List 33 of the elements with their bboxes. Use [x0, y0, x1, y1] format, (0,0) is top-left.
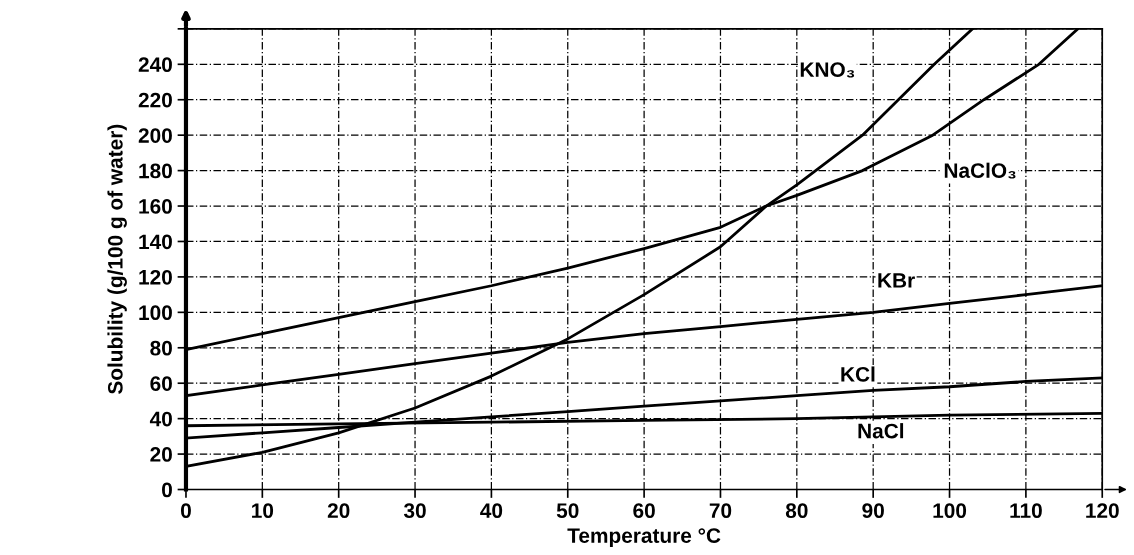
- series-label: KCl: [841, 366, 875, 382]
- y-tick-label: 200: [138, 128, 172, 143]
- y-tick-label: 80: [150, 340, 172, 356]
- y-tick-label: 20: [150, 447, 172, 462]
- y-tick-label: 100: [139, 305, 172, 321]
- x-tick-label: 110: [1010, 503, 1042, 519]
- series-label: NaCl: [858, 423, 904, 439]
- x-tick-label: 50: [556, 503, 579, 519]
- x-tick-label: 120: [1086, 503, 1119, 519]
- y-tick-label: 160: [139, 199, 172, 214]
- x-tick-label: 0: [181, 503, 191, 519]
- x-axis-title: Temperature °C: [567, 528, 721, 548]
- y-tick-label: 220: [138, 92, 172, 108]
- y-tick-label: 40: [149, 411, 172, 427]
- x-tick-label: 90: [862, 503, 884, 519]
- x-tick-label: 40: [480, 503, 503, 519]
- x-tick-label: 20: [327, 503, 350, 519]
- y-tick-label: 140: [139, 234, 172, 250]
- x-tick-label: 10: [252, 503, 274, 519]
- y-axis-title: Solubility (g/100 g of water): [107, 124, 127, 395]
- x-tick-label: 60: [633, 503, 655, 519]
- series-label: KBr: [878, 273, 915, 288]
- x-tick-label: 100: [933, 503, 967, 519]
- y-tick-label: 0: [162, 482, 172, 498]
- y-tick-label: 180: [139, 163, 172, 179]
- x-tick-label: 80: [785, 503, 808, 519]
- y-tick-label: 120: [139, 269, 172, 285]
- text: KNO₃: [800, 62, 855, 78]
- y-tick-label: 240: [138, 57, 172, 73]
- x-tick-label: 70: [709, 503, 732, 519]
- x-tick-label: 30: [403, 503, 426, 519]
- series-label: NaClO₃: [944, 162, 1016, 179]
- y-tick-label: 60: [150, 376, 172, 391]
